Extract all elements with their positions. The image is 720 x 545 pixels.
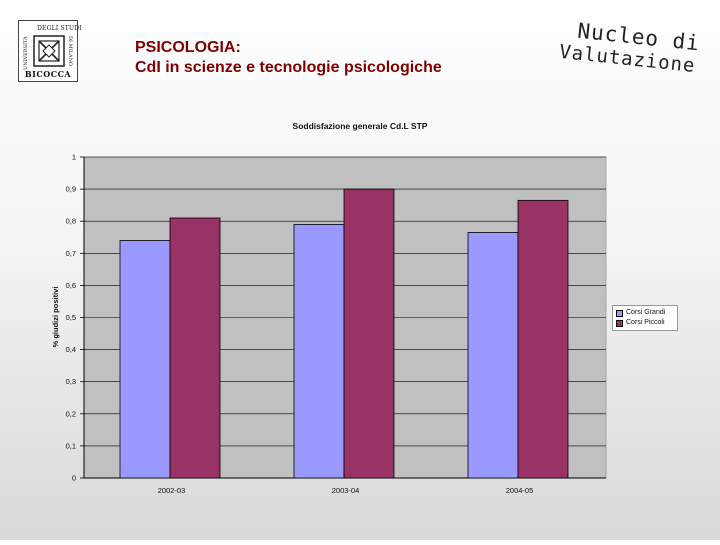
- y-tick-label: 0,8: [66, 217, 76, 226]
- y-tick-label: 0,2: [66, 409, 76, 418]
- bar-corsi-grandi: [467, 232, 519, 479]
- logo-bottom-text: BICOCCA: [24, 69, 72, 79]
- y-tick-label: 1: [72, 153, 76, 162]
- legend-item-corsi-grandi: Corsi Grandi: [616, 308, 674, 318]
- legend-label-corsi-piccoli: Corsi Piccoli: [626, 319, 665, 326]
- y-tick-label: 0,9: [66, 185, 76, 194]
- y-tick-label: 0,1: [66, 441, 76, 450]
- x-tick-label: 2003-04: [332, 486, 360, 495]
- y-tick-label: 0,7: [66, 249, 76, 258]
- x-tick-label: 2004-05: [506, 486, 534, 495]
- bar-corsi-piccoli: [343, 188, 395, 479]
- logo-right-text: DI MILANO: [67, 36, 73, 67]
- slide-title: PSICOLOGIA: CdI in scienze e tecnologie …: [135, 38, 495, 78]
- y-tick-label: 0,4: [66, 345, 76, 354]
- slide-title-line-1: PSICOLOGIA:: [135, 39, 241, 56]
- university-logo: DEGLI STUDI UNIVERSITÀ DI MILANO BICOCCA: [18, 20, 82, 82]
- y-tick-label: 0,6: [66, 281, 76, 290]
- bar-corsi-piccoli: [517, 199, 569, 479]
- legend-swatch-corsi-grandi: [616, 309, 623, 317]
- logo-emblem-icon: [33, 35, 65, 67]
- plot-area-group: 0 0,1 0,2 0,3 0,4 0,5 0,6 0,7 0,8 0,9 1 2002-03 200…: [66, 153, 607, 495]
- chart-legend: Corsi Grandi Corsi Piccoli: [612, 305, 678, 331]
- y-tick-label: 0: [72, 474, 76, 483]
- bar-corsi-piccoli: [169, 217, 221, 479]
- chart-title: Soddisfazione generale Cd.L STP: [293, 121, 428, 131]
- y-tick-label: 0,5: [66, 313, 76, 322]
- logo-top-text: DEGLI STUDI: [37, 25, 82, 32]
- y-tick-label: 0,3: [66, 377, 76, 386]
- bar-corsi-grandi: [119, 240, 171, 479]
- x-tick-label: 2002-03: [158, 486, 186, 495]
- slide-title-line-2: CdI in scienze e tecnologie psicologiche: [135, 59, 442, 76]
- y-axis-label: % giudizi positivi: [51, 287, 60, 348]
- legend-label-corsi-grandi: Corsi Grandi: [626, 309, 666, 316]
- bar-corsi-grandi: [293, 224, 345, 479]
- legend-swatch-corsi-piccoli: [616, 319, 623, 327]
- legend-item-corsi-piccoli: Corsi Piccoli: [616, 318, 674, 328]
